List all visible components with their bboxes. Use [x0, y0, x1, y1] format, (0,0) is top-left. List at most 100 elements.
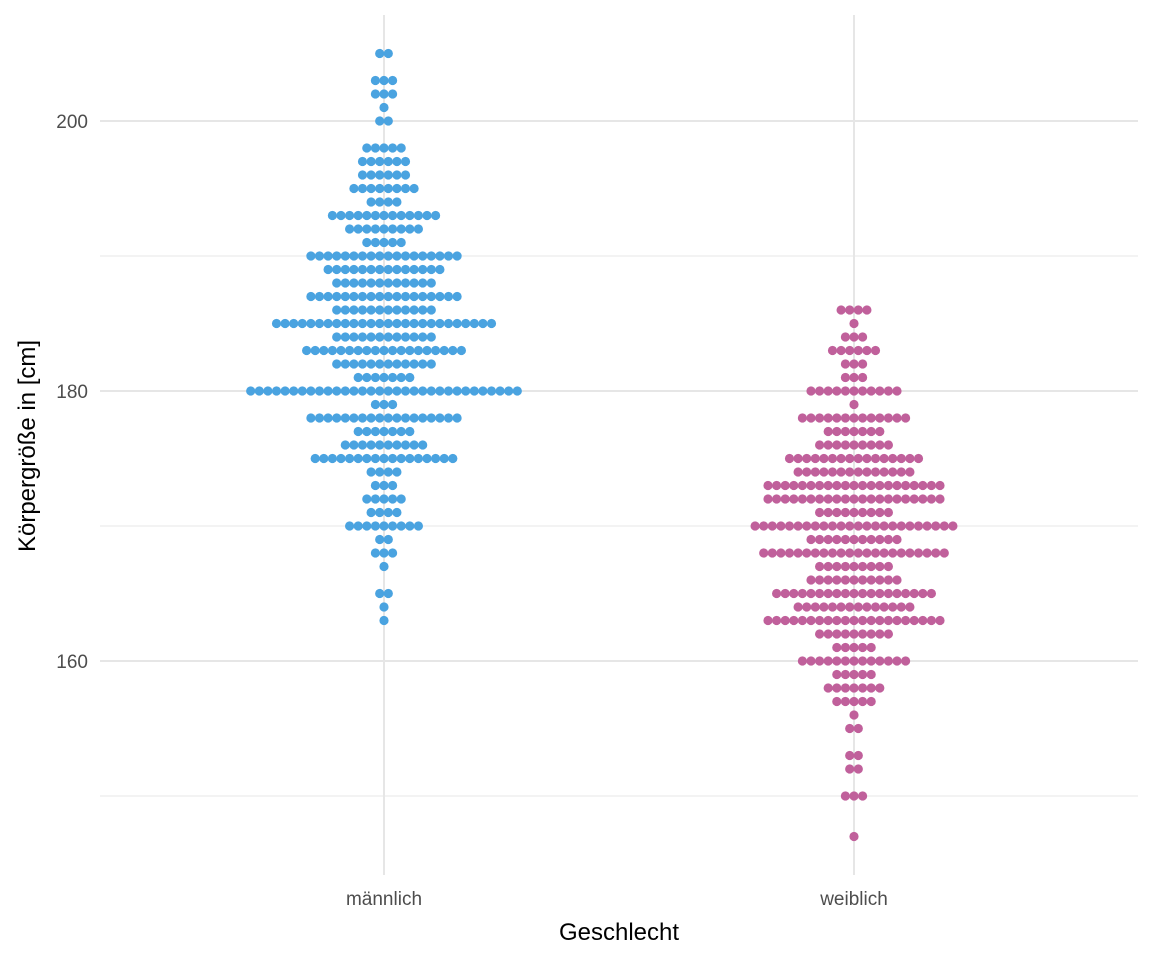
dot-1-161-4 [866, 642, 876, 653]
dot-0-171-3 [392, 507, 402, 518]
dot-0-188-11 [426, 278, 436, 288]
dot-0-185-16 [409, 318, 419, 329]
dot-0-190-17 [452, 251, 462, 261]
dot-0-178-3 [332, 413, 342, 423]
dot-0-198-2 [379, 143, 389, 153]
dot-1-183-0 [827, 345, 838, 356]
dot-1-162-5 [858, 629, 868, 639]
dot-0-185-12 [375, 318, 385, 329]
dot-0-178-13 [418, 413, 428, 423]
dot-1-171-2 [832, 507, 842, 518]
dot-0-185-6 [323, 318, 333, 329]
dot-0-172-4 [396, 494, 406, 504]
dot-0-171-1 [375, 507, 385, 518]
dot-1-173-17 [909, 480, 919, 491]
dot-1-173-4 [797, 480, 808, 491]
dot-1-186-3 [862, 305, 872, 315]
dot-1-166-10 [892, 575, 902, 585]
dot-0-180-7 [306, 386, 316, 396]
dot-1-166-8 [875, 575, 885, 585]
dot-0-170-7 [405, 521, 415, 531]
dot-1-170-10 [836, 521, 846, 531]
dot-0-187-8 [375, 291, 385, 302]
dot-0-181-5 [396, 372, 406, 383]
dot-1-162-0 [815, 629, 825, 639]
dot-1-167-7 [875, 561, 885, 572]
dot-1-163-12 [866, 615, 876, 626]
dot-1-168-2 [776, 548, 786, 558]
dot-0-175-7 [370, 453, 380, 464]
dot-0-198-1 [370, 143, 380, 153]
dot-0-176-5 [383, 440, 393, 450]
dot-0-182-5 [375, 359, 385, 369]
dot-1-175-6 [836, 453, 846, 464]
dot-1-168-12 [862, 548, 872, 558]
dot-1-178-4 [832, 413, 842, 423]
dot-0-197-4 [392, 156, 402, 167]
dot-0-183-0 [302, 345, 312, 356]
dot-1-163-5 [806, 615, 816, 626]
dot-0-183-9 [379, 345, 389, 356]
dot-1-170-14 [870, 521, 881, 531]
dot-1-165-1 [780, 588, 790, 599]
dot-0-184-9 [409, 332, 419, 342]
dot-1-163-0 [763, 615, 773, 626]
dot-0-171-0 [366, 507, 376, 518]
dot-1-163-19 [926, 615, 937, 626]
dot-1-168-5 [802, 548, 812, 558]
dot-0-178-10 [392, 413, 402, 423]
dot-0-175-15 [439, 453, 449, 464]
dot-1-170-21 [931, 521, 941, 531]
dot-1-177-3 [849, 426, 859, 437]
dot-1-160-3 [823, 656, 833, 666]
dot-1-164-0 [793, 602, 803, 612]
dot-1-177-5 [866, 426, 876, 437]
dot-1-162-8 [883, 629, 894, 639]
grid-lines [100, 15, 1138, 875]
dot-0-180-13 [357, 386, 368, 396]
dot-0-177-0 [353, 426, 363, 437]
dot-0-190-3 [332, 251, 342, 261]
dot-0-170-2 [362, 521, 372, 531]
dot-1-168-15 [888, 548, 898, 558]
dot-1-152-0 [845, 764, 855, 774]
dot-1-174-7 [853, 467, 863, 477]
dot-0-195-3 [375, 183, 385, 194]
dot-1-183-5 [870, 345, 881, 356]
dot-0-186-3 [357, 305, 368, 315]
dot-1-169-0 [806, 534, 816, 545]
dot-1-176-1 [823, 440, 833, 450]
dot-0-178-4 [340, 413, 350, 423]
dot-1-172-10 [849, 494, 859, 504]
dot-0-196-3 [383, 170, 393, 180]
dot-0-189-4 [357, 264, 368, 275]
dot-0-190-4 [340, 251, 350, 261]
dot-1-160-9 [875, 656, 885, 666]
dot-0-191-1 [370, 237, 380, 248]
dot-1-180-9 [883, 386, 894, 396]
dot-0-170-1 [353, 521, 363, 531]
dot-0-180-26 [469, 386, 479, 396]
dot-0-181-3 [379, 372, 389, 383]
dot-0-183-14 [422, 345, 432, 356]
dot-0-181-4 [388, 372, 398, 383]
dot-1-176-6 [866, 440, 876, 450]
dot-1-178-1 [806, 413, 816, 423]
dot-1-152-1 [853, 764, 863, 774]
dot-0-176-0 [340, 440, 350, 450]
dot-1-173-6 [815, 480, 825, 491]
dot-0-182-7 [392, 359, 402, 369]
dot-1-164-4 [827, 602, 838, 612]
dot-1-157-0 [832, 696, 842, 707]
dot-0-201-0 [379, 102, 389, 113]
dot-0-188-8 [400, 278, 411, 288]
dot-1-166-6 [858, 575, 868, 585]
dot-0-187-12 [409, 291, 419, 302]
dot-1-178-6 [849, 413, 859, 423]
dot-1-158-1 [832, 683, 842, 693]
dot-1-165-8 [840, 588, 851, 599]
dot-0-183-6 [353, 345, 363, 356]
dot-0-183-17 [448, 345, 458, 356]
dot-0-197-5 [400, 156, 411, 167]
dot-0-185-5 [314, 318, 325, 329]
